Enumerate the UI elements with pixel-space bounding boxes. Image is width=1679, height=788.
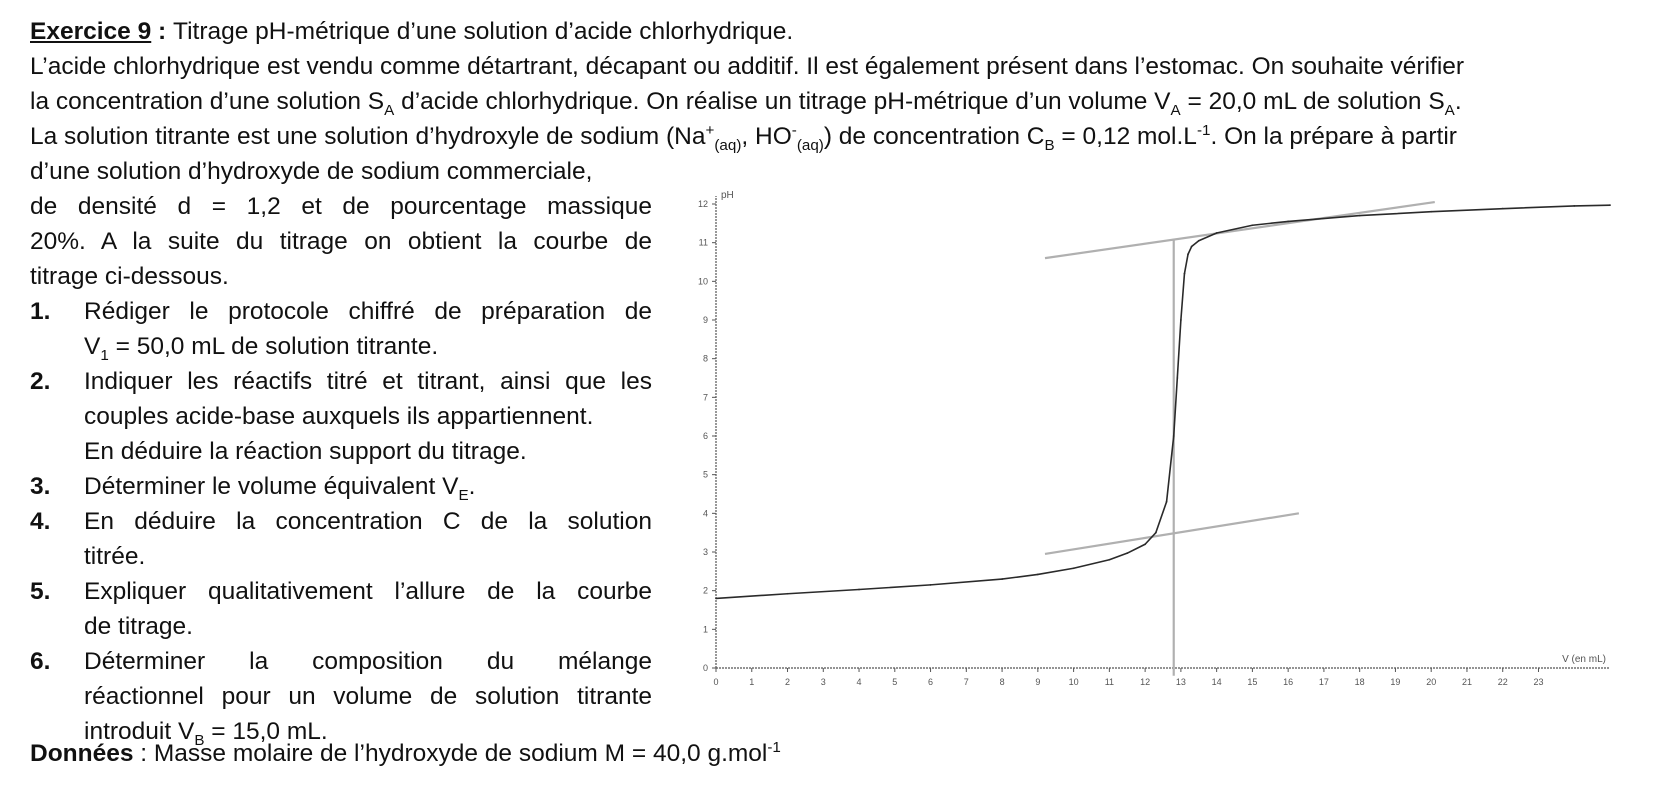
curve-point <box>1251 224 1254 227</box>
curve-point <box>1215 232 1218 234</box>
chart-svg: 0 1 2 3 4 5 6 7 8 9 10 11 12 13 14 15 16 17 18 19 20 21 22 2301… <box>698 190 1611 687</box>
x-tick-label: 15 <box>1247 677 1257 687</box>
curve-point <box>1358 214 1361 217</box>
x-tick-label: 22 <box>1498 677 1508 687</box>
x-tick-label: 19 <box>1390 677 1400 687</box>
curve-point <box>1501 207 1504 210</box>
curve-point <box>1190 245 1193 248</box>
x-axis-label: V (en mL) <box>1562 654 1606 665</box>
intro-line-5: de densité d = 1,2 et de pourcentage mas… <box>30 193 652 220</box>
x-tick-label: 18 <box>1355 677 1365 687</box>
question-1: 1. Rédiger le protocole chiffré de prépa… <box>30 298 652 364</box>
question-3: 3. Déterminer le volume équivalent VE. <box>30 473 476 504</box>
curve-point <box>1187 253 1189 256</box>
intro-line-3: La solution titrante est une solution d’… <box>30 121 1457 154</box>
curve-point <box>1072 567 1075 570</box>
x-tick-label: 4 <box>857 677 862 687</box>
exercise-page: Exercice 9 : Titrage pH-métrique d’une s… <box>30 14 1640 767</box>
x-tick-label: 17 <box>1319 677 1329 687</box>
x-tick-label: 2 <box>785 677 790 687</box>
x-tick-label: 3 <box>821 677 826 687</box>
y-tick-label: 1 <box>703 624 708 634</box>
curve-point <box>1179 319 1182 321</box>
question-2: 2. Indiquer les réactifs titré et titran… <box>30 368 652 465</box>
x-tick-label: 6 <box>928 677 933 687</box>
curve-point <box>1176 377 1179 379</box>
curve-point <box>1287 220 1290 223</box>
exercise-label: Exercice 9 <box>30 18 152 45</box>
x-tick-label: 10 <box>1069 677 1079 687</box>
curve-point <box>1573 205 1576 207</box>
curve-point <box>1172 435 1175 437</box>
titration-curve-line <box>715 204 1611 600</box>
construction-line-2 <box>1044 200 1435 260</box>
y-tick-label: 3 <box>703 547 708 557</box>
curve-point <box>858 588 860 591</box>
intro-line-6: 20%. A la suite du titrage on obtient la… <box>30 228 652 255</box>
curve-point <box>786 592 789 595</box>
x-tick-label: 12 <box>1140 677 1150 687</box>
question-list: 1. Rédiger le protocole chiffré de prépa… <box>30 294 652 749</box>
y-tick-label: 7 <box>703 392 708 402</box>
curve-point <box>1183 272 1186 275</box>
intro-line-4: d’une solution d’hydroxyde de sodium com… <box>30 158 593 185</box>
y-tick-label: 2 <box>703 586 708 596</box>
titration-chart: 0 1 2 3 4 5 6 7 8 9 10 11 12 13 14 15 16 17 18 19 20 21 22 23 0 1… <box>690 186 1620 706</box>
curve-point <box>1165 500 1168 503</box>
x-tick-label: 11 <box>1105 677 1114 687</box>
data-line: Données : Masse molaire de l’hydroxyde d… <box>30 738 781 767</box>
curve-point <box>1154 531 1157 534</box>
x-tick-label: 20 <box>1426 677 1436 687</box>
question-6: 6. Déterminer la composition du mélange … <box>30 648 652 749</box>
exercise-title: Titrage pH-métrique d’une solution d’aci… <box>173 18 794 45</box>
y-tick-label: 10 <box>698 276 708 286</box>
intro-line-1: L’acide chlorhydrique est vendu comme dé… <box>30 53 1465 80</box>
y-tick-label: 12 <box>698 199 708 209</box>
x-tick-label: 9 <box>1035 677 1040 687</box>
y-tick-label: 9 <box>703 315 708 325</box>
x-tick-label: 1 <box>749 677 754 687</box>
x-tick-label: 0 <box>713 677 718 687</box>
x-tick-label: 16 <box>1283 677 1293 687</box>
x-tick-label: 13 <box>1176 677 1186 687</box>
y-tick-label: 5 <box>703 470 708 480</box>
x-tick-label: 14 <box>1212 677 1222 687</box>
curve-point <box>1126 552 1129 555</box>
curve-point <box>1144 543 1147 546</box>
curve-point <box>1036 573 1039 576</box>
y-tick-label: 11 <box>699 238 708 248</box>
curve-point <box>929 583 932 586</box>
construction-line-1 <box>1044 512 1300 556</box>
curve-point <box>1197 239 1200 242</box>
y-tick-label: 0 <box>703 663 708 673</box>
left-column: d’une solution d’hydroxyde de sodium com… <box>30 154 652 749</box>
curve-point <box>1430 210 1433 213</box>
curve-point <box>1108 558 1111 561</box>
curve-point <box>1609 204 1611 207</box>
exercise-heading: Exercice 9 : Titrage pH-métrique d’une s… <box>30 14 1640 49</box>
curve-point <box>715 597 717 600</box>
x-tick-label: 21 <box>1462 677 1472 687</box>
x-tick-label: 5 <box>892 677 897 687</box>
question-5: 5. Expliquer qualitativement l’allure de… <box>30 578 652 640</box>
x-tick-label: 23 <box>1533 677 1543 687</box>
question-4: 4. En déduire la concentration C de la s… <box>30 508 652 570</box>
exercise-separator: : <box>151 18 174 45</box>
y-tick-label: 4 <box>703 508 708 518</box>
x-tick-label: 7 <box>964 677 969 687</box>
intro-line-7: titrage ci-dessous. <box>30 263 229 290</box>
y-tick-label: 8 <box>703 354 708 364</box>
curve-point <box>1001 578 1003 580</box>
x-tick-label: 8 <box>1000 677 1005 687</box>
y-axis-label: pH <box>721 190 734 201</box>
intro-line-2: la concentration d’une solution SA d’aci… <box>30 88 1462 119</box>
y-tick-label: 6 <box>703 431 708 441</box>
